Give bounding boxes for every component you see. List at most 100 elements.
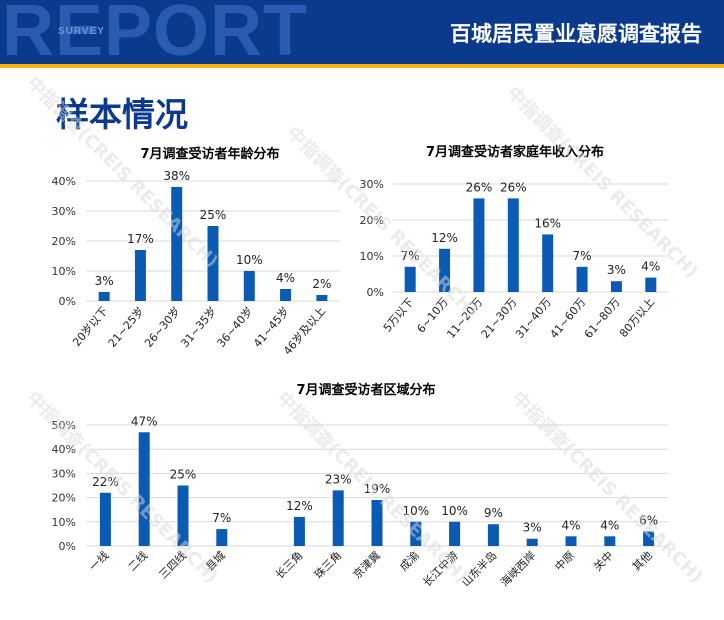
chart-title: 7月调查受访者年龄分布: [140, 146, 279, 162]
y-tick-label: 20%: [360, 214, 384, 227]
x-tick-label: 京津冀: [350, 548, 383, 581]
x-tick-label: 关中: [590, 548, 615, 573]
x-tick-label: 20岁以下: [70, 304, 111, 349]
y-tick-label: 20%: [52, 492, 76, 505]
x-tick-label: 5万以下: [381, 296, 417, 335]
bar: [216, 529, 228, 546]
bar-value-label: 25%: [200, 208, 227, 222]
y-tick-label: 40%: [52, 443, 76, 456]
x-tick-label: 31~35岁: [178, 304, 220, 350]
bar-value-label: 2%: [312, 277, 331, 291]
x-tick-label: 长三角: [273, 549, 306, 582]
bar: [207, 226, 219, 301]
x-tick-label: 海峡西岸: [497, 548, 538, 589]
x-tick-label: 80万以上: [617, 296, 657, 340]
bar: [410, 521, 422, 546]
bar-value-label: 7%: [212, 511, 231, 525]
report-watermark-text: REPORT: [2, 0, 309, 64]
header-accent-line: [0, 64, 724, 68]
y-tick-label: 0%: [367, 286, 384, 299]
x-tick-label: 成渝: [396, 548, 421, 573]
bar: [138, 432, 150, 546]
bar: [542, 234, 554, 292]
bar: [487, 524, 499, 546]
bar-value-label: 6%: [639, 513, 658, 527]
x-tick-label: 6~10万: [414, 296, 450, 336]
bar: [134, 250, 146, 301]
bar-value-label: 3%: [95, 274, 114, 288]
bar-value-label: 22%: [92, 475, 119, 489]
bar: [171, 187, 183, 301]
bar: [439, 248, 451, 292]
report-header: REPORT SURVEY 百城居民置业意愿调查报告: [0, 0, 724, 64]
bar: [280, 289, 292, 301]
bar-value-label: 12%: [286, 499, 313, 513]
bar-value-label: 7%: [573, 249, 592, 263]
bar: [332, 490, 344, 546]
bar: [99, 492, 111, 546]
bar: [565, 536, 577, 546]
bar-value-label: 10%: [402, 504, 429, 518]
bar: [576, 266, 588, 292]
bar-value-label: 17%: [127, 232, 154, 246]
bar-value-label: 3%: [523, 521, 542, 535]
x-tick-label: 36~40岁: [214, 304, 256, 350]
bar: [316, 295, 328, 301]
x-tick-label: 21~25岁: [105, 304, 147, 350]
y-tick-label: 30%: [52, 205, 76, 218]
y-tick-label: 20%: [52, 235, 76, 248]
x-tick-label: 珠三角: [311, 548, 344, 581]
bar-value-label: 10%: [236, 253, 263, 267]
x-tick-label: 中原: [552, 549, 577, 574]
bar: [507, 198, 519, 292]
bar-value-label: 23%: [325, 472, 352, 486]
bar-value-label: 26%: [466, 180, 493, 194]
bar-value-label: 9%: [484, 506, 503, 520]
y-tick-label: 10%: [360, 250, 384, 263]
bar-value-label: 3%: [607, 263, 626, 277]
y-tick-label: 30%: [52, 467, 76, 480]
bar-value-label: 38%: [163, 169, 190, 183]
y-tick-label: 0%: [59, 295, 76, 308]
y-tick-label: 0%: [59, 540, 76, 553]
x-tick-label: 长江中游: [420, 549, 460, 589]
bar-value-label: 4%: [276, 271, 295, 285]
bar-value-label: 16%: [534, 216, 561, 230]
x-tick-label: 县城: [203, 549, 228, 574]
y-tick-label: 10%: [52, 516, 76, 529]
x-tick-label: 二线: [125, 548, 150, 573]
bar-value-label: 4%: [561, 518, 580, 532]
report-title: 百城居民置业意愿调查报告: [450, 22, 702, 46]
y-tick-label: 10%: [52, 265, 76, 278]
bar-value-label: 4%: [641, 260, 660, 274]
x-tick-label: 61~80万: [582, 296, 623, 341]
bar-value-label: 25%: [170, 468, 197, 482]
x-tick-label: 26~30岁: [141, 304, 183, 350]
bar-value-label: 4%: [600, 518, 619, 532]
y-tick-label: 40%: [52, 175, 76, 188]
bar-value-label: 47%: [131, 414, 158, 428]
bar: [371, 500, 383, 546]
bar: [404, 266, 416, 292]
bar-value-label: 26%: [500, 180, 527, 194]
bar-value-label: 10%: [441, 504, 468, 518]
bar: [449, 521, 461, 546]
x-tick-label: 一线: [86, 548, 111, 573]
bar-value-label: 7%: [401, 249, 420, 263]
bar: [293, 516, 305, 546]
page-title: 样本情况: [56, 95, 188, 134]
x-tick-label: 山东半岛: [459, 548, 500, 589]
survey-watermark-text: SURVEY: [58, 26, 105, 37]
bar: [526, 538, 538, 546]
x-tick-label: 其他: [630, 549, 655, 574]
chart-title: 7月调查受访者区域分布: [296, 382, 435, 398]
bar: [473, 198, 485, 292]
bar: [645, 277, 657, 292]
bar: [177, 485, 189, 546]
y-tick-label: 50%: [52, 419, 76, 432]
bar: [98, 292, 110, 301]
x-tick-label: 三四线: [156, 548, 189, 581]
bar: [604, 536, 616, 546]
bar-value-label: 19%: [364, 482, 391, 496]
